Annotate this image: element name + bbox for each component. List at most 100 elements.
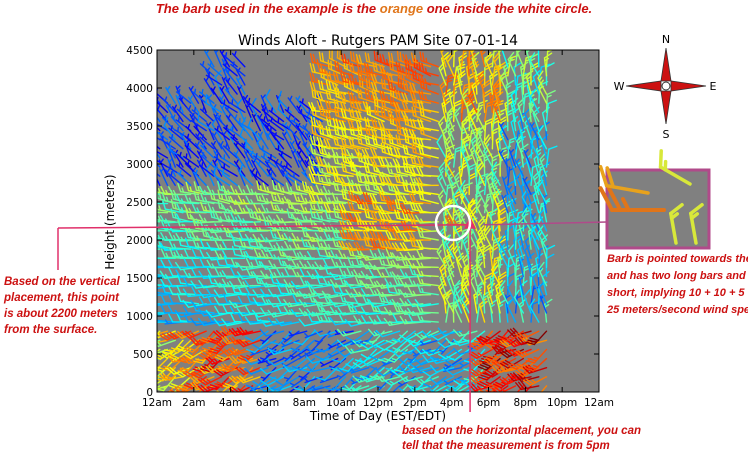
barb-feather-short <box>290 213 293 219</box>
barb-feather-short <box>232 61 235 67</box>
barb-feather-long <box>424 349 434 354</box>
barb-feather-long <box>402 232 409 242</box>
barb-feather-long <box>347 119 352 129</box>
barb-feather-short <box>384 395 388 396</box>
wind-barb <box>416 248 439 259</box>
barb-feather-long <box>229 195 236 205</box>
barb-shaft <box>277 366 292 381</box>
barb-feather-short <box>397 382 403 386</box>
barb-feather-long <box>160 259 166 269</box>
barb-feather-long <box>413 53 417 64</box>
barb-feather-long <box>376 315 383 324</box>
barb-shaft <box>343 339 362 347</box>
barb-feather-short <box>421 232 425 239</box>
barb-feather-long <box>390 52 394 63</box>
wind-barb <box>184 133 200 150</box>
barb-feather-long <box>387 195 393 205</box>
barb-feather-short <box>274 195 278 202</box>
barb-feather-long <box>182 288 189 298</box>
barb-feather-short <box>220 95 225 101</box>
barb-feather-short <box>304 141 308 147</box>
barb-feather-long <box>398 135 402 146</box>
wind-barb <box>340 135 362 150</box>
barb-feather-short <box>389 271 393 277</box>
wind-barb <box>285 114 300 132</box>
barb-feather-long <box>384 278 390 287</box>
wind-barb <box>289 140 300 159</box>
barb-feather-long <box>417 118 422 129</box>
barb-feather-short <box>211 263 215 269</box>
barb-feather-short <box>373 281 378 287</box>
barb-shaft <box>288 385 300 392</box>
barb-feather-short <box>231 126 234 132</box>
barb-feather-long <box>239 163 243 174</box>
barb-feather-long <box>377 292 383 303</box>
barb-feather-long <box>447 246 455 254</box>
barb-feather-short <box>157 341 162 347</box>
barb-feather-short <box>285 162 288 169</box>
barb-feather-long <box>193 342 203 346</box>
barb-feather-short <box>304 332 309 338</box>
barb-feather-long <box>268 268 274 278</box>
barb-feather-short <box>404 255 409 261</box>
barb-feather-long <box>344 300 352 309</box>
barb-feather-long <box>437 188 445 197</box>
barb-feather-long <box>283 196 290 205</box>
wind-barb <box>376 339 401 351</box>
barb-feather-long <box>228 337 236 345</box>
wind-barb <box>360 339 385 350</box>
barb-feather-long <box>405 81 409 92</box>
barb-feather-long <box>338 313 344 323</box>
barb-feather-long <box>239 246 244 257</box>
wind-barb <box>237 214 262 224</box>
barb-feather-short <box>389 320 394 326</box>
barb-feather-long <box>246 293 251 303</box>
barb-feather-long <box>267 317 275 326</box>
barb-feather-long <box>245 287 251 296</box>
wind-barb <box>265 131 277 150</box>
barb-feather-long <box>240 355 250 360</box>
barb-feather-long <box>338 240 344 250</box>
barb-feather-short <box>358 318 362 324</box>
barb-feather-long <box>330 250 336 259</box>
barb-feather-long <box>175 232 182 242</box>
barb-feather-long <box>376 51 379 62</box>
barb-feather-long <box>394 199 399 210</box>
barb-feather-long <box>408 385 418 390</box>
barb-feather-short <box>336 205 339 211</box>
barb-feather-short <box>382 252 386 258</box>
barb-feather-long <box>347 190 352 201</box>
barb-feather-long <box>168 186 174 196</box>
barb-feather-short <box>454 285 459 291</box>
barb-shaft <box>157 229 169 232</box>
barb-feather-long <box>323 230 329 240</box>
barb-feather-long <box>324 387 334 391</box>
barb-feather-short <box>247 97 251 104</box>
barb-feather-short <box>313 149 317 155</box>
barb-feather-long <box>341 120 347 130</box>
barb-feather-long <box>185 355 193 364</box>
wind-barb <box>159 135 176 150</box>
barb-feather-long <box>323 240 329 250</box>
barb-feather-long <box>345 363 355 369</box>
barb-feather-short <box>305 158 310 164</box>
wind-barb <box>418 61 439 77</box>
barb-feather-long <box>371 199 375 210</box>
barb-feather-short <box>177 116 180 123</box>
barb-feather-long <box>147 210 149 218</box>
barb-feather-long <box>401 100 406 111</box>
barb-feather-short <box>237 387 243 392</box>
wind-barb <box>197 376 223 386</box>
wind-barb <box>203 76 215 95</box>
barb-feather-long <box>206 288 213 297</box>
wind-barb <box>257 357 277 364</box>
barb-feather-long <box>367 341 377 349</box>
barb-shaft <box>414 357 432 368</box>
barb-feather-short <box>265 351 271 356</box>
barb-feather-long <box>420 190 425 201</box>
wind-barb <box>168 170 184 186</box>
wind-barb <box>399 297 424 307</box>
barb-feather-long <box>409 82 414 92</box>
barb-feather-short <box>142 265 144 269</box>
barb-feather-long <box>183 313 189 323</box>
